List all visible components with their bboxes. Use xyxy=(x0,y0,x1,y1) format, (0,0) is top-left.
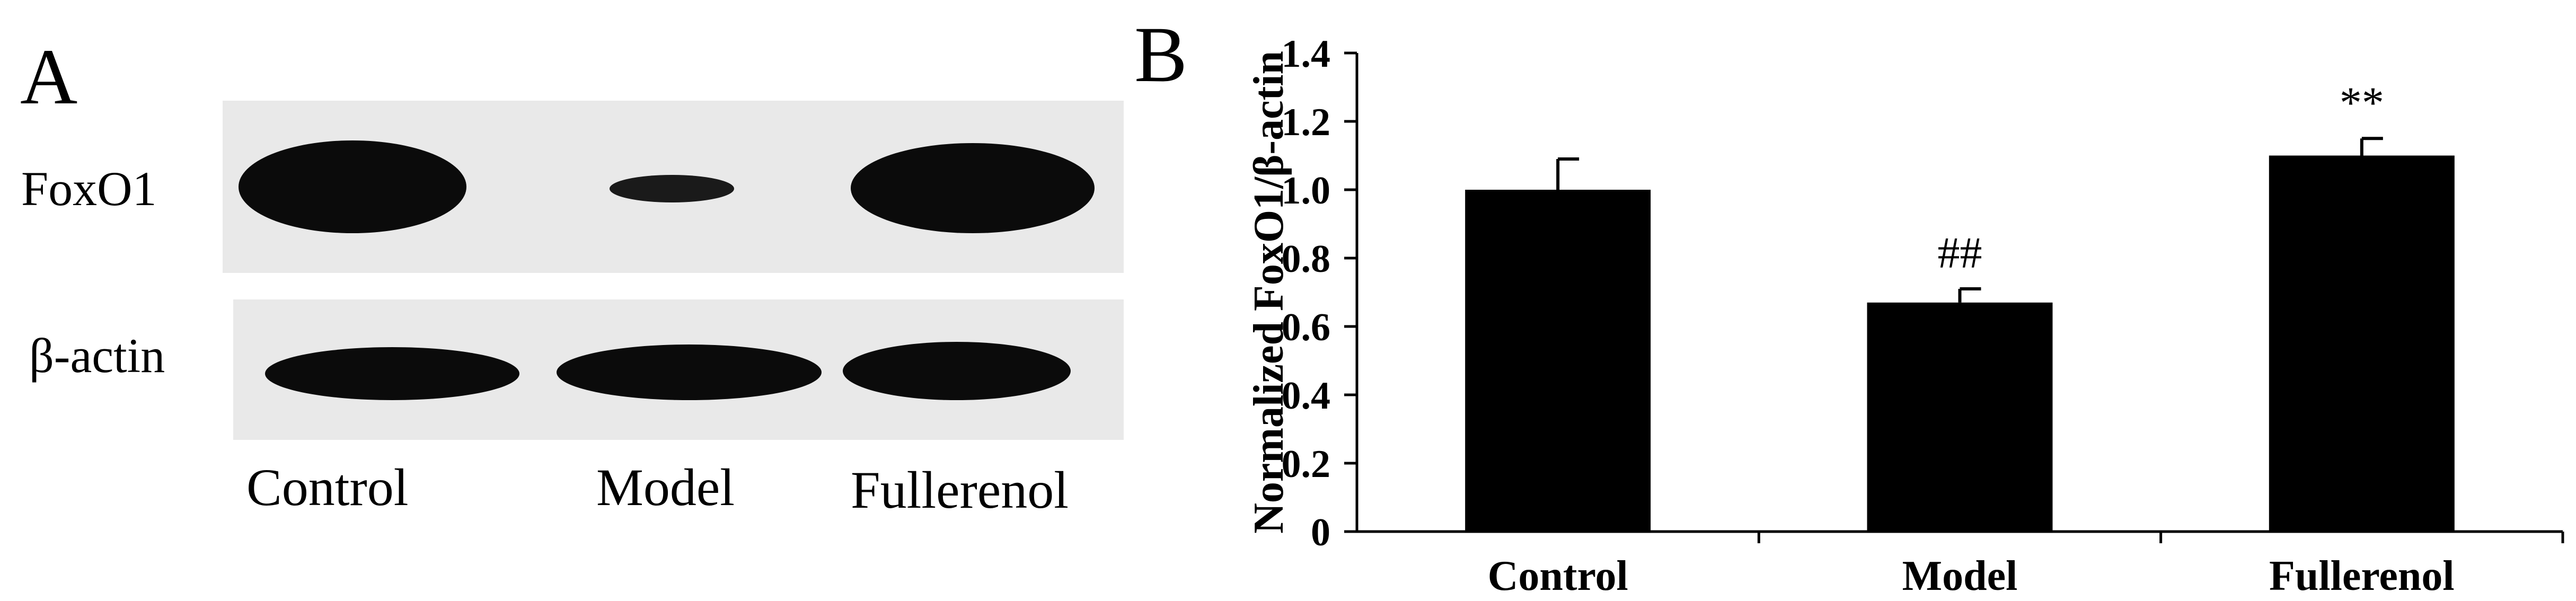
lane-label-control: Control xyxy=(246,458,409,517)
foxo1-band-fullerenol xyxy=(851,143,1095,233)
foxo1-band-model xyxy=(610,175,734,202)
y-tick-label: 0.8 xyxy=(1282,237,1331,281)
lane-label-fullerenol: Fullerenol xyxy=(851,461,1069,519)
actin-blot-strip xyxy=(233,299,1124,440)
panel-b-letter: B xyxy=(1134,11,1188,99)
x-tick-label: Fullerenol xyxy=(2269,553,2455,599)
foxo1-band-control xyxy=(239,140,466,233)
y-tick-label: 0.4 xyxy=(1282,374,1331,418)
bar xyxy=(1867,302,2053,532)
significance-label: ** xyxy=(2340,78,2384,127)
foxo1-label: FoxO1 xyxy=(21,162,157,216)
actin-band-model xyxy=(557,344,822,400)
actin-label: β-actin xyxy=(29,329,165,383)
y-axis-label: Normalized FoxO1/β-actin xyxy=(1246,51,1292,534)
y-tick-label: 1.4 xyxy=(1282,32,1331,76)
y-tick-label: 0.2 xyxy=(1282,443,1331,486)
bar xyxy=(1465,190,1651,532)
actin-band-fullerenol xyxy=(843,342,1071,400)
y-tick-label: 0 xyxy=(1311,511,1330,554)
panel-a-letter: A xyxy=(20,33,78,121)
x-tick-label: Model xyxy=(1902,553,2018,599)
x-tick-label: Control xyxy=(1488,553,1628,599)
y-tick-label: 1.2 xyxy=(1282,101,1331,144)
bar xyxy=(2269,155,2455,532)
actin-band-control xyxy=(265,347,519,400)
lane-label-model: Model xyxy=(596,458,735,517)
foxo1-blot-strip xyxy=(223,101,1124,273)
y-tick-label: 0.6 xyxy=(1282,306,1331,349)
significance-label: ## xyxy=(1938,228,1982,278)
y-tick-label: 1.0 xyxy=(1282,169,1331,213)
